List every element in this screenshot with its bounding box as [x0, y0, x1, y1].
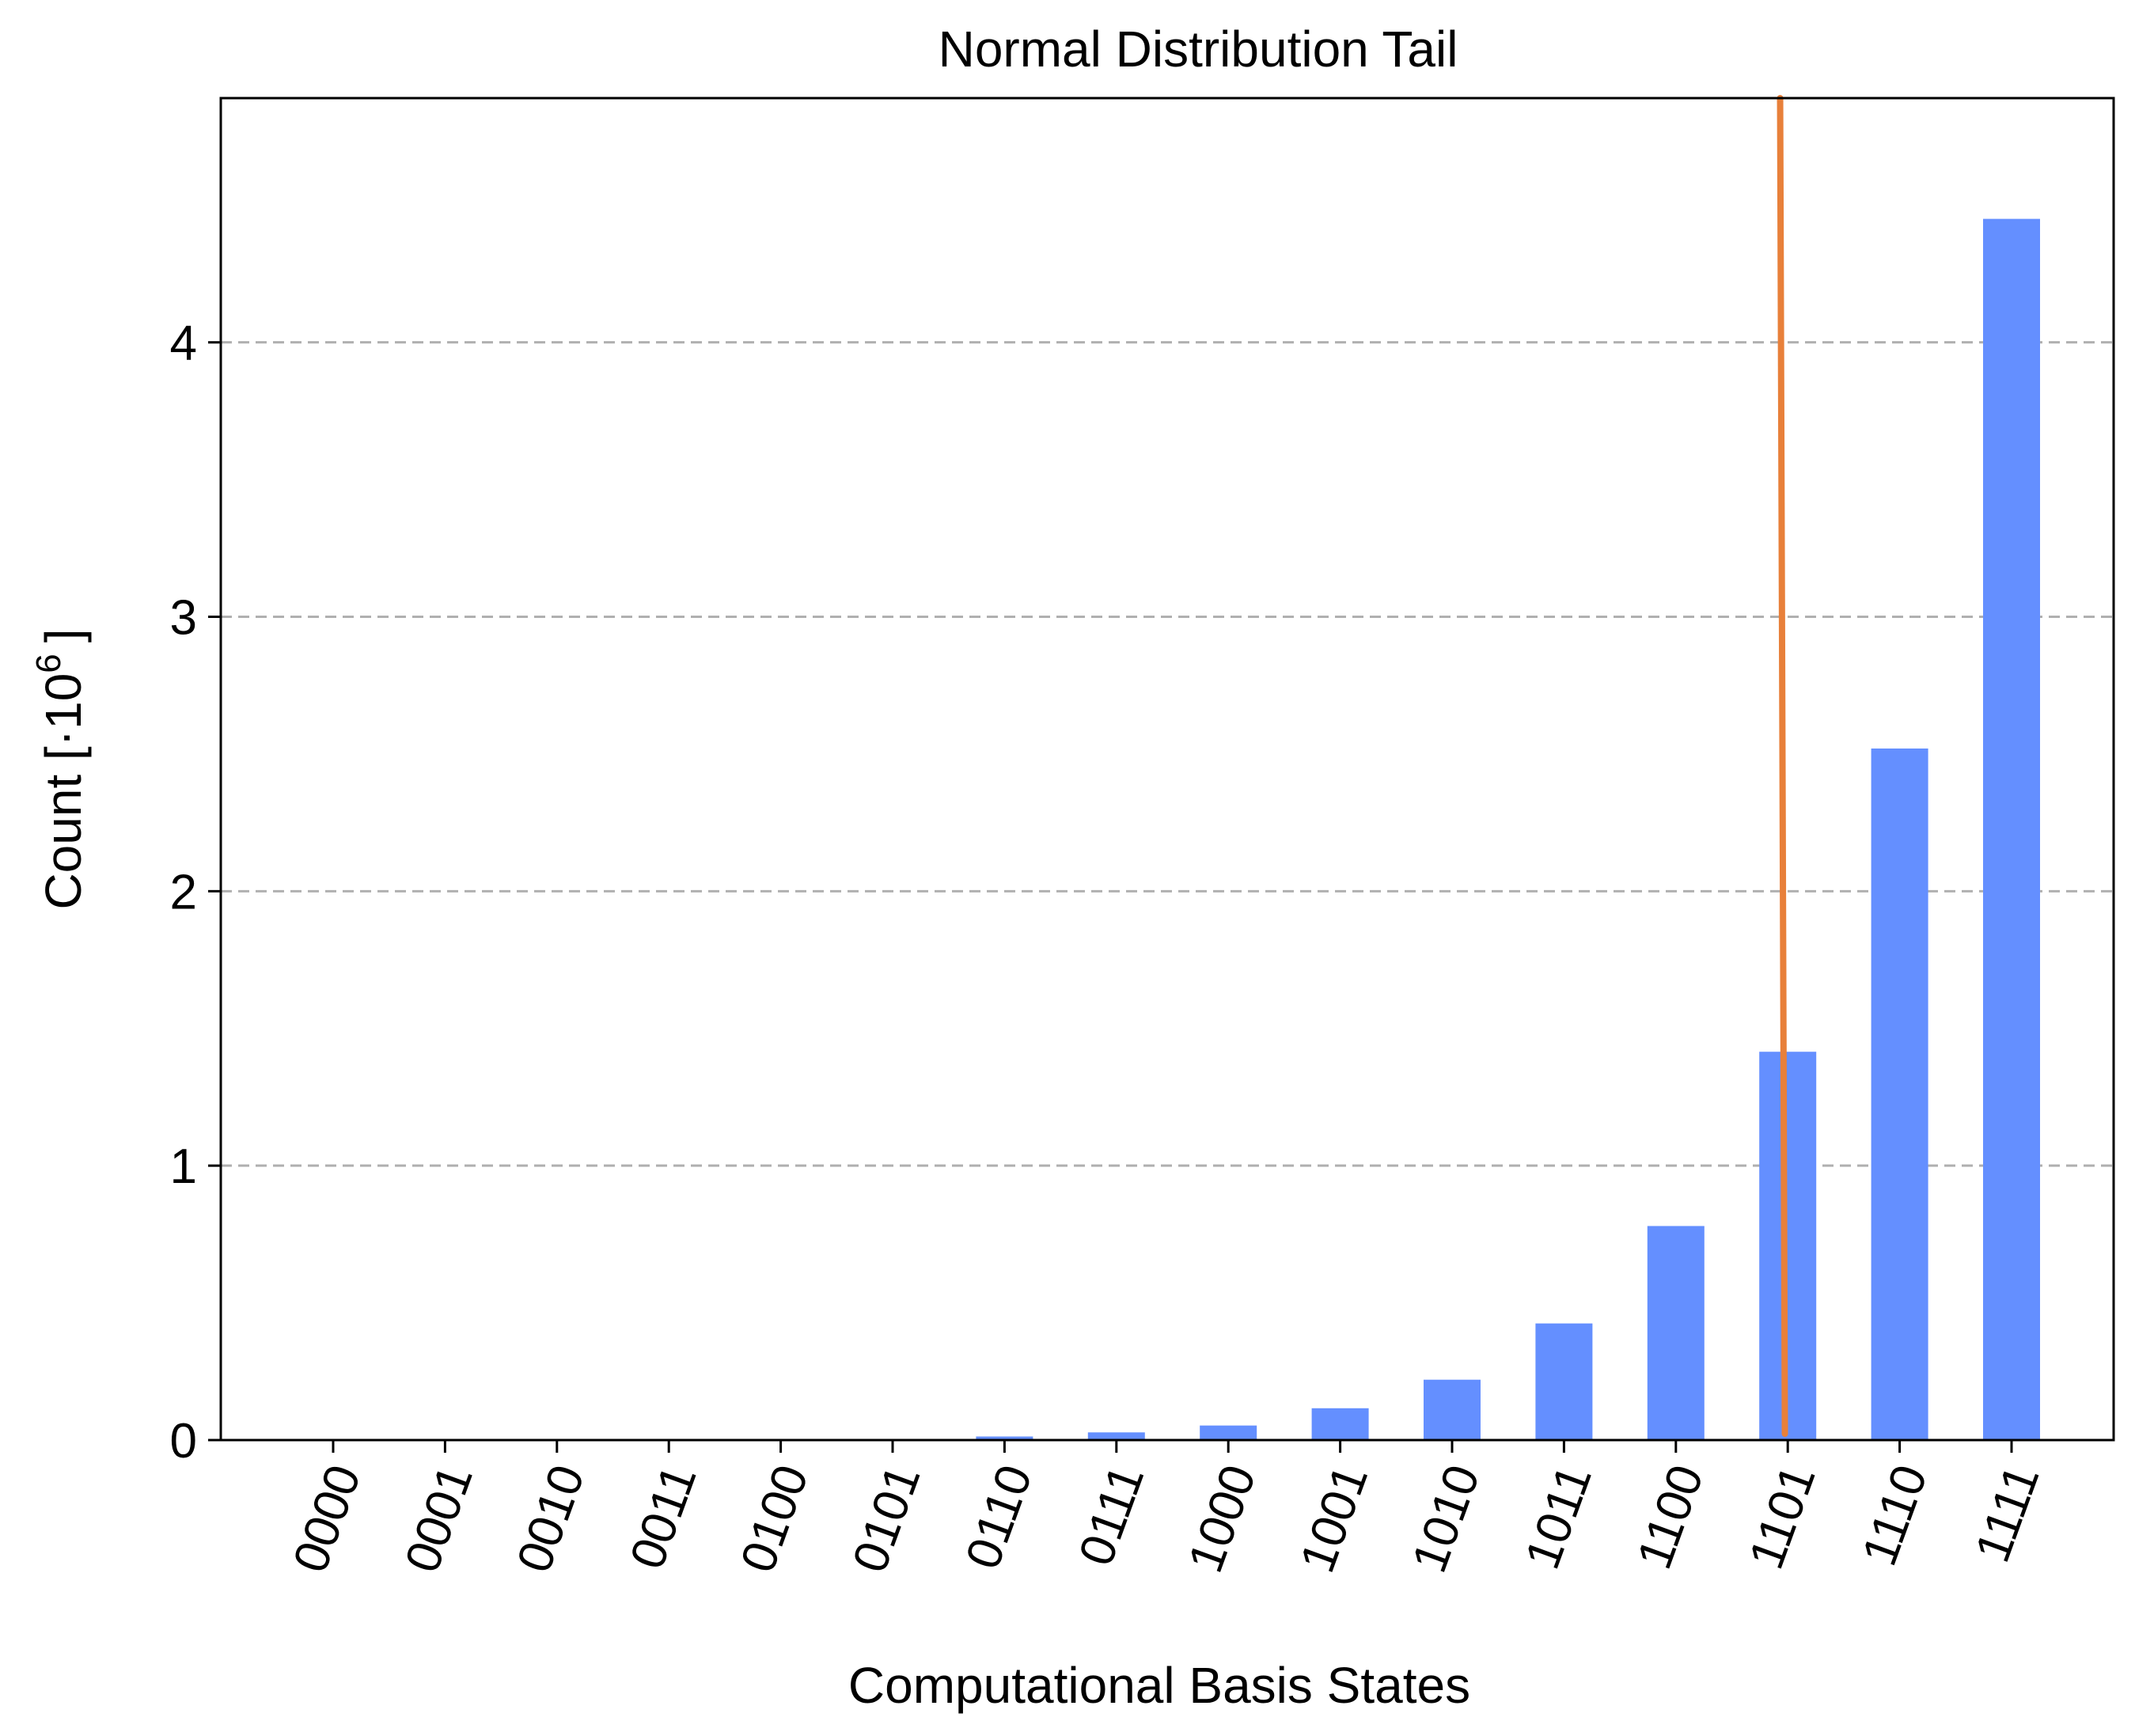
bar-1111 — [1983, 218, 2040, 1440]
bars — [752, 218, 2040, 1440]
y-tick-label-1: 1 — [170, 1139, 197, 1194]
y-axis-label: Count [·106] — [29, 628, 92, 909]
y-axis-label-prefix: Count [·10 — [35, 673, 92, 910]
bar-1110 — [1871, 748, 1928, 1440]
y-tick-label-4: 4 — [170, 316, 197, 371]
bar-1100 — [1647, 1226, 1705, 1440]
y-tick-label-2: 2 — [170, 865, 197, 919]
x-axis-label: Computational Basis States — [848, 1657, 1470, 1714]
y-tick-label-0: 0 — [170, 1414, 197, 1469]
threshold-line-group — [1777, 95, 1788, 1437]
bar-0110 — [976, 1436, 1033, 1440]
threshold-line — [1777, 95, 1788, 1437]
bar-1011 — [1535, 1323, 1593, 1440]
bar-0111 — [1087, 1432, 1145, 1440]
y-tick-label-3: 3 — [170, 591, 197, 646]
y-axis: 0 1 2 3 4 — [170, 316, 221, 1469]
chart-title: Normal Distribution Tail — [939, 21, 1458, 78]
bar-1001 — [1311, 1408, 1369, 1440]
bar-1010 — [1424, 1379, 1481, 1440]
bar-1000 — [1200, 1425, 1257, 1440]
y-axis-label-exponent: 6 — [29, 654, 68, 673]
y-axis-label-suffix: ] — [35, 628, 92, 642]
plot-frame — [219, 97, 2115, 1442]
